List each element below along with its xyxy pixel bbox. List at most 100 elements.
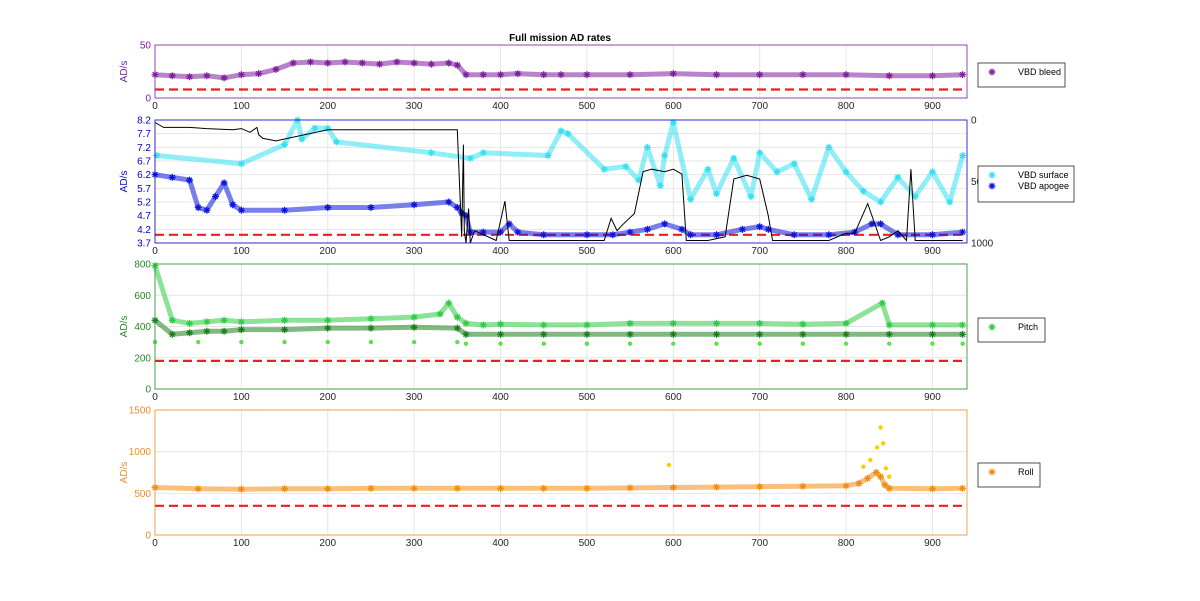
data-point bbox=[203, 318, 211, 326]
y-tick-label: 800 bbox=[134, 260, 151, 271]
data-point bbox=[799, 330, 807, 338]
data-point bbox=[669, 330, 677, 338]
data-point bbox=[656, 182, 664, 190]
legend-box bbox=[977, 317, 1046, 343]
data-point bbox=[861, 464, 866, 469]
data-point bbox=[712, 231, 720, 239]
data-point bbox=[505, 220, 513, 228]
data-point bbox=[883, 466, 888, 471]
legend-label: VBD surface bbox=[1018, 170, 1069, 180]
data-point bbox=[842, 482, 850, 490]
data-point bbox=[229, 201, 237, 209]
data-point bbox=[186, 176, 194, 184]
data-point bbox=[466, 228, 474, 236]
data-point bbox=[237, 160, 245, 168]
x-tick-label: 800 bbox=[838, 538, 855, 549]
y-axis-label: AD/s bbox=[119, 171, 130, 193]
data-point bbox=[808, 195, 816, 203]
data-point bbox=[332, 138, 340, 146]
data-point bbox=[885, 330, 893, 338]
data-point bbox=[790, 160, 798, 168]
x-tick-label: 600 bbox=[665, 246, 682, 257]
data-point bbox=[626, 71, 634, 79]
data-point bbox=[712, 330, 720, 338]
figure-title: Full mission AD rates bbox=[509, 33, 611, 44]
y-tick-label: 1500 bbox=[129, 406, 152, 417]
data-point bbox=[298, 135, 306, 143]
x-tick-label: 900 bbox=[924, 392, 941, 403]
x-tick-label: 700 bbox=[751, 392, 768, 403]
data-point bbox=[712, 483, 720, 491]
legend-box bbox=[977, 165, 1075, 203]
data-point bbox=[239, 339, 244, 345]
data-point bbox=[583, 484, 591, 492]
data-point bbox=[540, 321, 548, 329]
data-point bbox=[609, 231, 617, 239]
legend-label: VBD apogee bbox=[1018, 181, 1069, 191]
y-axis-label: AD/s bbox=[119, 462, 130, 484]
data-point bbox=[367, 203, 375, 211]
data-point bbox=[324, 203, 332, 211]
data-point bbox=[514, 228, 522, 236]
data-point bbox=[687, 195, 695, 203]
y-tick-label: 7.2 bbox=[137, 143, 151, 154]
data-point bbox=[544, 152, 552, 160]
data-point bbox=[583, 231, 591, 239]
data-point bbox=[237, 485, 245, 493]
data-point bbox=[255, 70, 263, 78]
data-point bbox=[203, 206, 211, 214]
data-point bbox=[281, 326, 289, 334]
legend-label: Roll bbox=[1018, 467, 1034, 477]
data-point bbox=[877, 473, 885, 481]
y2-tick-label: 1000 bbox=[971, 239, 994, 250]
data-point bbox=[453, 324, 461, 332]
data-point bbox=[960, 341, 965, 346]
data-point bbox=[289, 59, 297, 67]
data-point bbox=[756, 223, 764, 231]
y-tick-label: 0 bbox=[145, 531, 151, 542]
data-point bbox=[738, 225, 746, 233]
data-point bbox=[756, 71, 764, 79]
data-point bbox=[514, 70, 522, 78]
data-point bbox=[626, 228, 634, 236]
series-vbd-surface bbox=[153, 116, 967, 206]
series-unnamed-1 bbox=[151, 316, 967, 338]
data-point bbox=[666, 462, 672, 468]
x-tick-label: 500 bbox=[579, 538, 596, 549]
data-point bbox=[825, 231, 833, 239]
data-point bbox=[341, 58, 349, 66]
y2-tick-label: 0 bbox=[971, 116, 977, 127]
data-point bbox=[367, 484, 375, 492]
data-point bbox=[622, 162, 630, 170]
x-tick-label: 900 bbox=[924, 538, 941, 549]
x-tick-label: 200 bbox=[319, 392, 336, 403]
legend-box bbox=[977, 462, 1041, 488]
data-point bbox=[445, 59, 453, 67]
data-point bbox=[842, 319, 850, 327]
data-point bbox=[453, 484, 461, 492]
data-point bbox=[859, 187, 867, 195]
data-point bbox=[220, 327, 228, 335]
data-point bbox=[583, 321, 591, 329]
x-tick-label: 700 bbox=[751, 246, 768, 257]
data-point bbox=[583, 330, 591, 338]
data-point bbox=[756, 319, 764, 327]
data-point bbox=[877, 220, 885, 228]
data-point bbox=[479, 71, 487, 79]
data-point bbox=[878, 425, 883, 430]
data-point bbox=[281, 485, 289, 493]
data-point bbox=[324, 485, 332, 493]
data-point bbox=[773, 168, 781, 176]
data-point bbox=[376, 60, 384, 68]
x-tick-label: 0 bbox=[152, 246, 158, 257]
data-point bbox=[669, 119, 677, 127]
data-point bbox=[186, 329, 194, 337]
data-point bbox=[540, 71, 548, 79]
x-tick-label: 700 bbox=[751, 538, 768, 549]
x-tick-label: 900 bbox=[924, 246, 941, 257]
y-tick-label: 1000 bbox=[129, 447, 152, 458]
data-point bbox=[367, 324, 375, 332]
series-trace bbox=[152, 264, 963, 328]
data-point bbox=[540, 231, 548, 239]
data-point bbox=[669, 70, 677, 78]
